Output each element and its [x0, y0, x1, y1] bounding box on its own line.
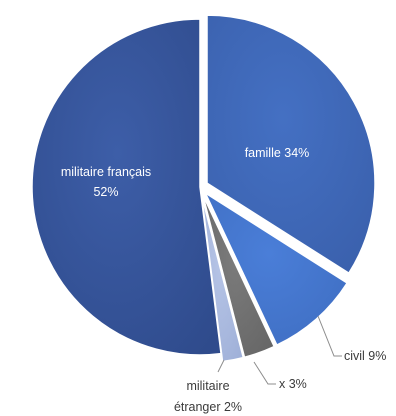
leader-lines: [217, 315, 342, 385]
label-civil: civil 9%: [344, 349, 386, 363]
slice-x: [201, 194, 276, 359]
slice-famille: [206, 14, 376, 275]
leader-line-x: [253, 361, 276, 385]
slice-militaire-francais: [31, 18, 222, 356]
label-militaire-etranger-line2: étranger 2%: [174, 400, 242, 414]
pie-slices: [31, 14, 376, 363]
leader-line-civil: [317, 315, 342, 357]
label-x: x 3%: [279, 377, 307, 391]
data-labels: famille 34% militaire français 52% civil…: [61, 146, 387, 414]
label-famille: famille 34%: [245, 146, 310, 160]
leader-line-militaire-etranger: [217, 359, 225, 373]
label-militaire-etranger-line1: militaire: [186, 379, 229, 393]
slice-militaire-etranger: [200, 194, 245, 363]
label-militaire-francais-pct: 52%: [93, 185, 118, 199]
slice-civil: [203, 190, 349, 347]
label-militaire-francais-name: militaire français: [61, 165, 151, 179]
